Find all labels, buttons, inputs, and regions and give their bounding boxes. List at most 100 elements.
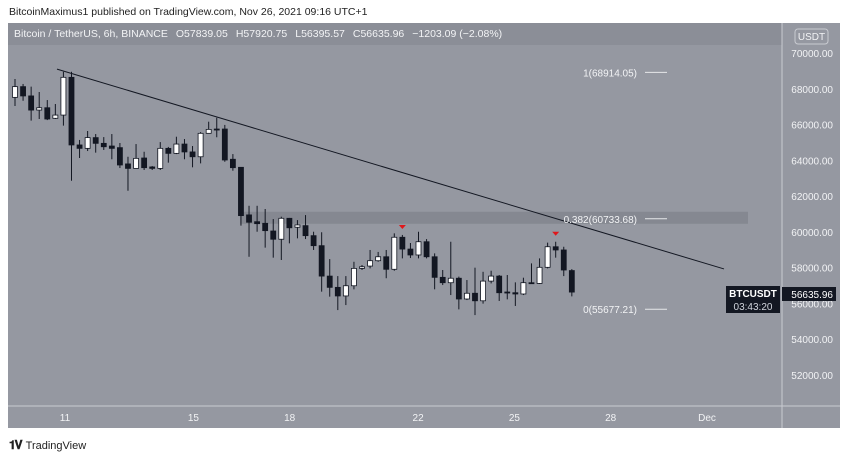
candle — [351, 261, 357, 290]
candle-body-bear — [229, 158, 236, 169]
candle-body-bear — [431, 256, 438, 278]
tradingview-brand[interactable]: 𝟏𝐕 TradingView — [9, 438, 86, 453]
candle — [399, 234, 406, 259]
price-tick: 60000.00 — [791, 228, 833, 239]
candle-body-bull — [520, 282, 527, 295]
time-tick: 25 — [509, 413, 521, 424]
last-price-value: 56635.96 — [791, 290, 833, 301]
candle — [439, 270, 446, 286]
candle — [133, 144, 139, 169]
publish-info: BitcoinMaximus1 published on TradingView… — [9, 6, 368, 18]
candle-body-bear — [254, 221, 261, 225]
candle — [455, 276, 462, 310]
candle — [52, 103, 59, 120]
candle-body-bull — [367, 260, 373, 267]
candle-body-bull — [488, 275, 495, 282]
candle — [447, 241, 454, 296]
time-axis[interactable]: 11 15 18 22 25 28 Dec — [60, 413, 716, 424]
candle-body-bear — [383, 256, 390, 270]
candle-body-bear — [117, 147, 123, 166]
candle-body-bear — [270, 230, 277, 240]
candle — [28, 86, 35, 121]
descending-trendline[interactable] — [56, 68, 725, 270]
candle — [117, 142, 123, 169]
candle-body-bull — [157, 147, 164, 169]
candle-body-bear — [108, 145, 115, 149]
price-tick: 54000.00 — [791, 335, 833, 346]
price-axis[interactable]: 70000.00 68000.00 66000.00 64000.00 62000.00… — [791, 49, 833, 382]
candle-body-bull — [84, 137, 91, 149]
candle — [84, 131, 91, 152]
candle-body-bear — [213, 128, 220, 131]
symbol-name[interactable]: Bitcoin / TetherUS, 6h, BINANCE — [14, 28, 168, 40]
brand-name: TradingView — [25, 439, 87, 452]
candle — [221, 124, 228, 162]
candle-body-bear — [334, 286, 341, 297]
candle — [278, 216, 285, 260]
candle — [189, 146, 196, 168]
candle-body-bear — [141, 157, 148, 169]
candle — [334, 276, 341, 311]
candle-body-bull — [52, 114, 59, 119]
candle — [294, 220, 301, 239]
candle — [76, 139, 83, 159]
red-marker-icon — [398, 224, 406, 229]
fib-level[interactable]: 1(68914.05) — [583, 68, 667, 79]
candle-body-bull — [375, 256, 382, 262]
candle-body-bear — [44, 107, 51, 120]
candle-body-bear — [512, 292, 519, 295]
price-change: −1203.09 (−2.08%) — [412, 28, 503, 40]
candle-body-bull — [536, 266, 543, 284]
candle — [181, 139, 188, 160]
price-tick: 64000.00 — [791, 156, 833, 167]
currency-label: USDT — [798, 32, 825, 43]
fib-label: 1(68914.05) — [583, 68, 637, 79]
candle-body-bear — [165, 147, 172, 154]
currency-badge[interactable]: USDT — [794, 28, 829, 45]
candle-body-bear — [286, 217, 293, 229]
price-tick: 70000.00 — [791, 49, 833, 60]
candle-body-bear — [528, 282, 535, 285]
fib-level[interactable]: 0(55677.21) — [583, 305, 667, 316]
candle — [125, 156, 131, 191]
candle-body-bear — [302, 225, 309, 237]
candle — [92, 134, 99, 153]
bar-countdown: 03:43:20 — [734, 302, 773, 313]
candle-body-bear — [246, 214, 252, 223]
candle-body-bear — [20, 86, 26, 97]
fib-level[interactable]: 0.382(60733.68) — [564, 215, 667, 226]
candle-body-bear — [423, 241, 430, 258]
candle-body-bear — [68, 76, 75, 146]
chart-panel[interactable] — [8, 23, 840, 428]
time-tick: 15 — [188, 413, 200, 424]
price-tick: 68000.00 — [791, 85, 833, 96]
candle-body-bear — [262, 222, 269, 232]
candle-body-bull — [173, 143, 180, 154]
candle-body-bear — [439, 276, 446, 284]
price-tick: 62000.00 — [791, 192, 833, 203]
candle — [407, 242, 414, 259]
candle — [375, 251, 382, 262]
candle — [60, 71, 67, 126]
candle-body-bear — [100, 142, 107, 148]
candle — [302, 215, 309, 240]
price-tick: 56000.00 — [791, 299, 833, 310]
candle — [326, 259, 333, 297]
candle — [536, 258, 543, 284]
tradingview-logo-icon: 𝟏𝐕 — [9, 438, 23, 452]
candle-body-bear — [472, 292, 478, 302]
red-marker-icon — [552, 231, 560, 236]
candle — [20, 83, 26, 101]
candle — [342, 276, 349, 306]
candle-body-bear — [221, 128, 228, 161]
candle-body-bull — [415, 241, 422, 256]
candle-body-bull — [278, 217, 285, 240]
candle — [415, 231, 422, 259]
candle — [472, 267, 478, 316]
candle-body-bear — [504, 291, 511, 294]
candle — [383, 249, 390, 279]
candle — [520, 277, 527, 296]
candle — [367, 249, 373, 269]
candle — [528, 263, 535, 285]
